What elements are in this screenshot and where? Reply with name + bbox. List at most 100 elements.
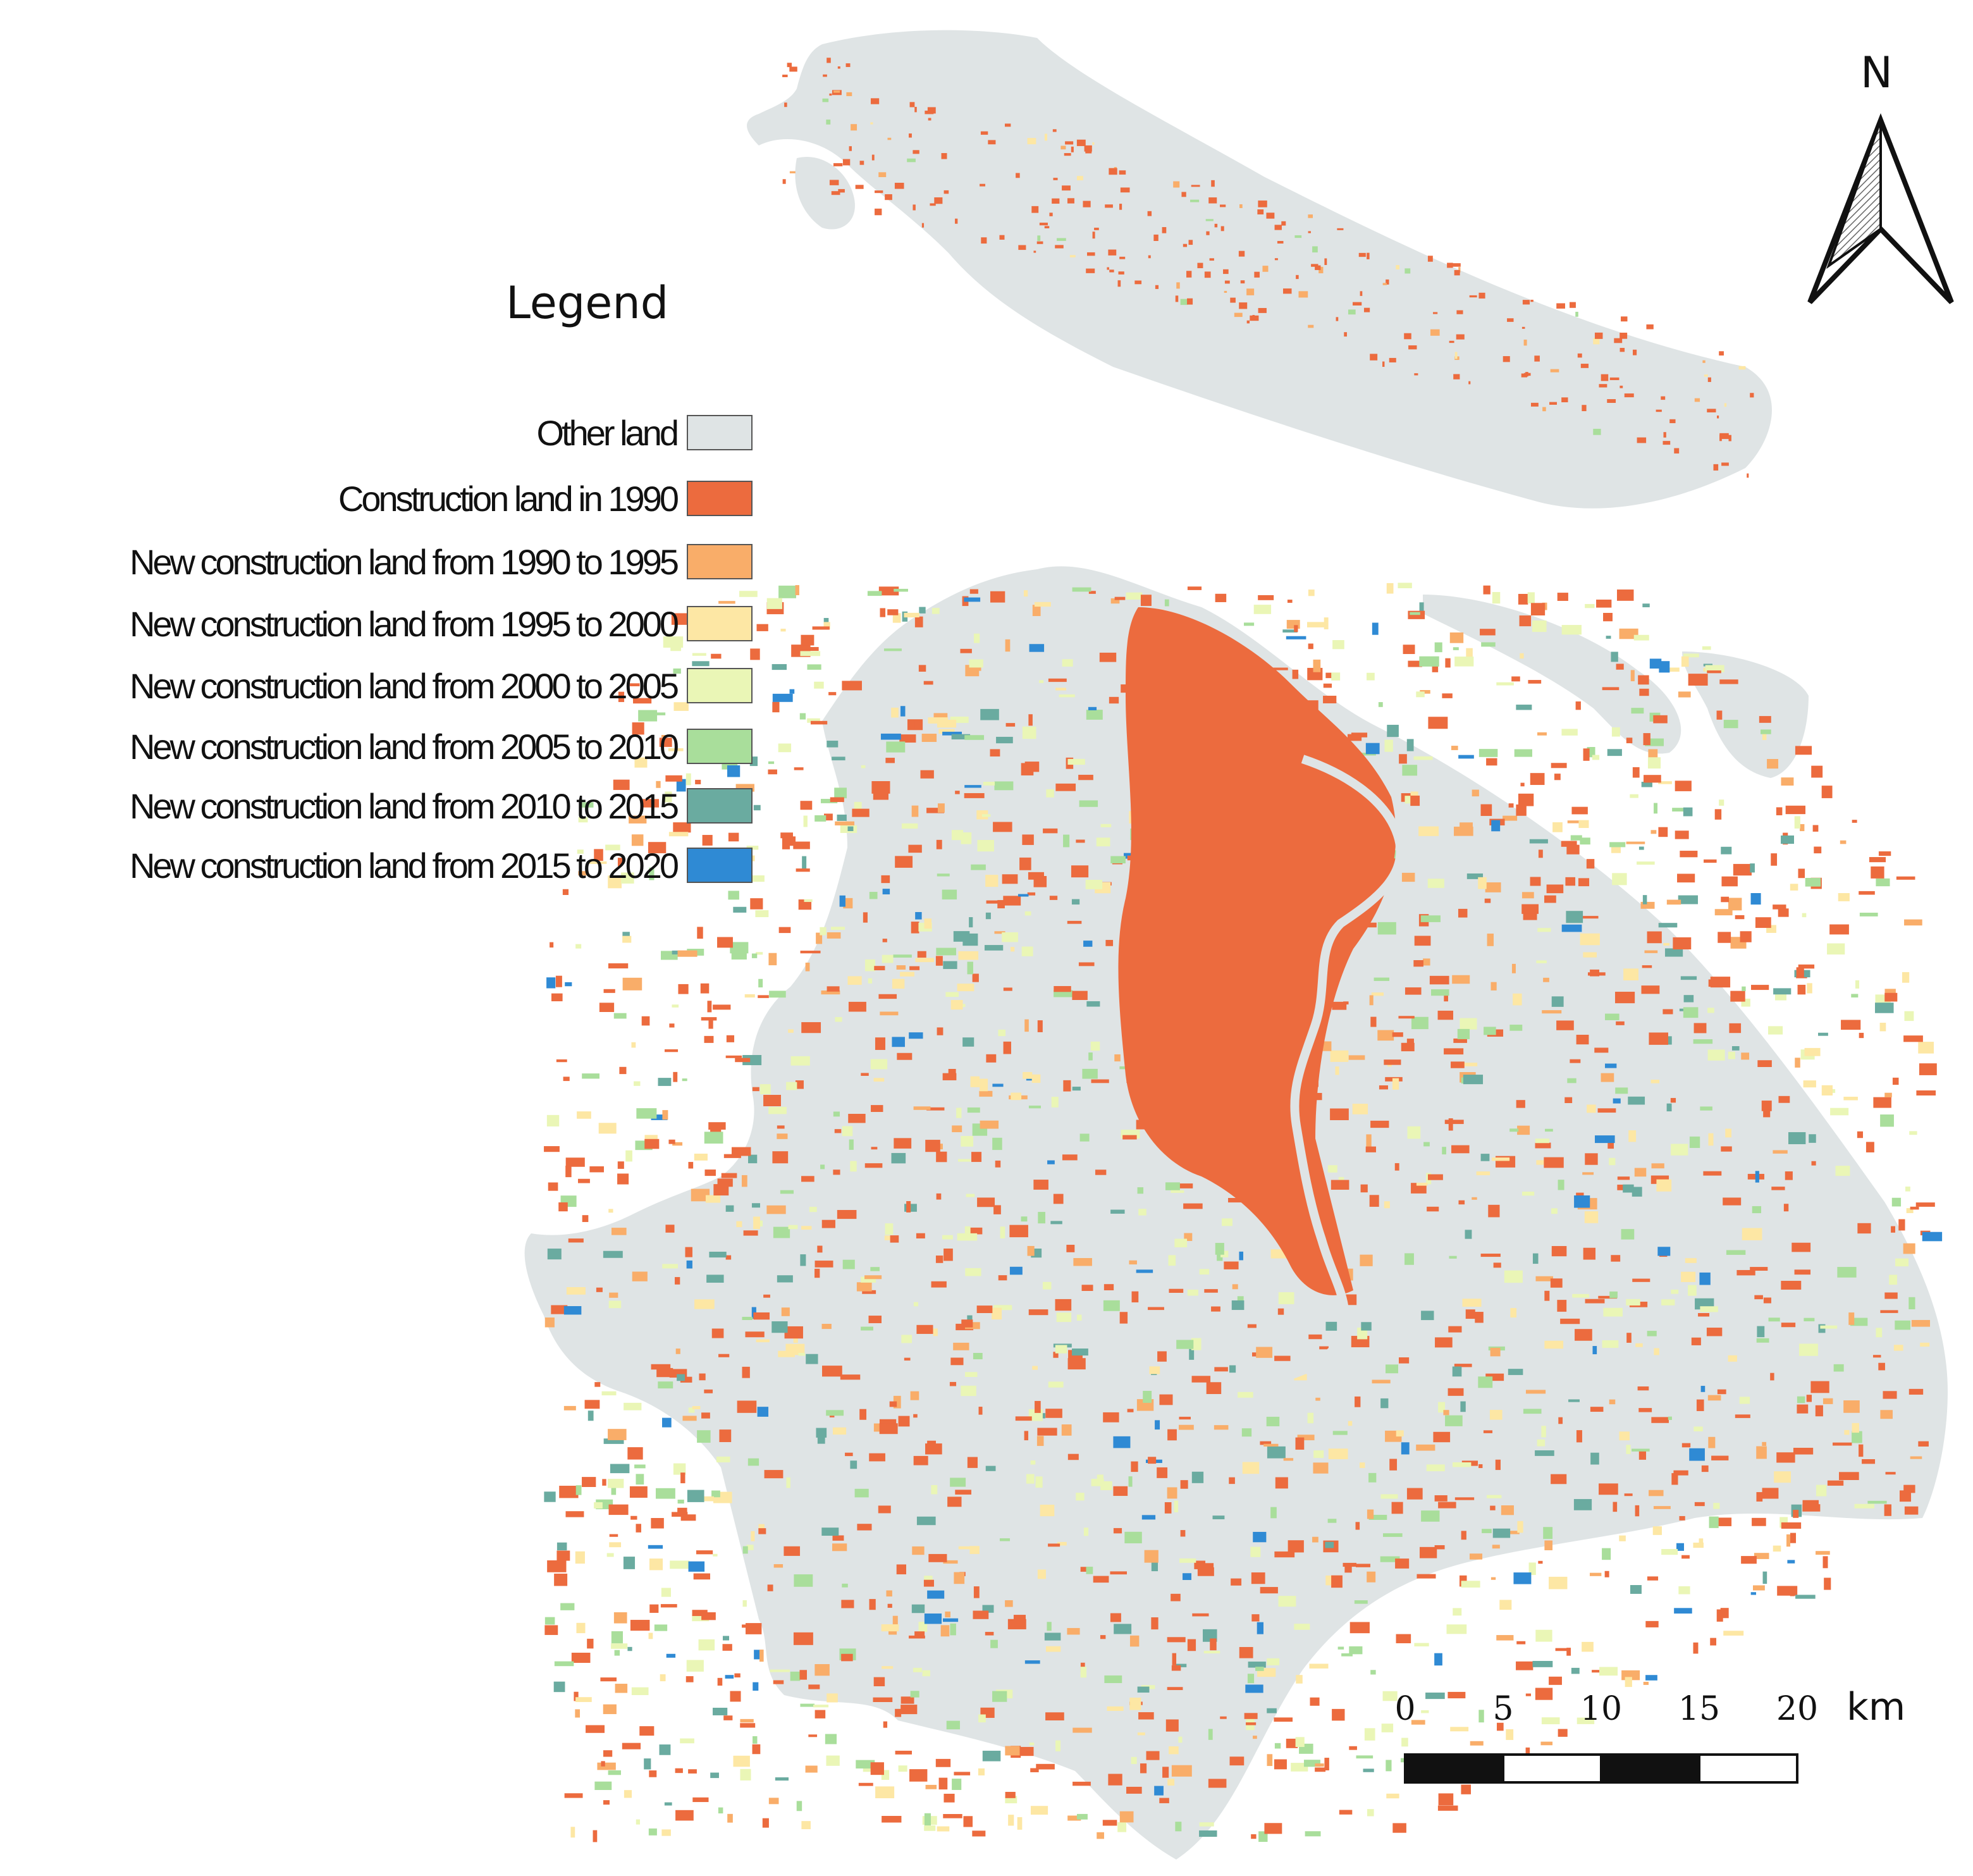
land-patch xyxy=(1118,271,1124,275)
land-patch xyxy=(871,781,890,794)
land-patch xyxy=(921,223,925,228)
land-patch xyxy=(1234,312,1243,318)
land-patch xyxy=(1797,1404,1809,1414)
land-patch xyxy=(634,757,648,768)
land-patch xyxy=(1157,1467,1168,1478)
land-patch xyxy=(1593,428,1601,435)
land-patch xyxy=(1601,1073,1614,1082)
land-patch xyxy=(1286,1738,1298,1748)
land-patch xyxy=(1246,320,1250,324)
land-patch xyxy=(873,1078,885,1082)
land-patch xyxy=(1180,299,1188,305)
land-patch xyxy=(950,1000,963,1010)
land-patch xyxy=(800,1254,806,1266)
land-patch xyxy=(1454,657,1474,667)
land-patch xyxy=(771,1321,788,1333)
land-patch xyxy=(1429,975,1449,985)
land-patch xyxy=(1719,351,1724,356)
land-patch xyxy=(851,124,857,131)
land-patch xyxy=(1560,1318,1580,1324)
land-patch xyxy=(1673,937,1692,950)
land-patch xyxy=(969,589,978,594)
land-patch xyxy=(1609,1157,1616,1166)
land-patch xyxy=(1705,665,1724,672)
land-patch xyxy=(1031,206,1039,213)
land-patch xyxy=(648,842,667,853)
land-patch xyxy=(1503,815,1518,821)
land-patch xyxy=(1899,1490,1912,1502)
land-patch xyxy=(823,622,830,629)
land-patch xyxy=(1021,946,1033,956)
land-patch xyxy=(1199,1822,1214,1827)
north-arrow-icon xyxy=(1807,113,1954,304)
land-patch xyxy=(713,1184,729,1196)
land-patch xyxy=(1700,1106,1712,1111)
land-patch xyxy=(1603,1307,1623,1317)
land-patch xyxy=(800,801,813,810)
land-patch xyxy=(799,1670,808,1680)
land-patch xyxy=(1162,1767,1169,1778)
land-patch xyxy=(1632,1278,1650,1282)
land-patch xyxy=(1532,1253,1539,1264)
land-patch xyxy=(1756,1446,1767,1459)
land-patch xyxy=(873,1697,893,1702)
land-patch xyxy=(633,698,652,704)
land-patch xyxy=(1137,1686,1150,1693)
land-patch xyxy=(1804,1047,1821,1056)
land-patch xyxy=(896,965,906,970)
land-patch xyxy=(924,1576,933,1582)
land-patch xyxy=(869,892,878,899)
legend-swatch xyxy=(687,544,753,579)
land-patch xyxy=(1550,1278,1563,1288)
legend-label: New construction land from 2000 to 2005 xyxy=(129,665,679,706)
land-patch xyxy=(1067,1453,1079,1460)
land-patch xyxy=(1004,123,1011,127)
land-patch xyxy=(1876,1328,1883,1338)
land-patch xyxy=(1537,732,1547,736)
land-patch xyxy=(1857,1131,1863,1139)
land-patch xyxy=(885,1223,894,1235)
land-patch xyxy=(758,1220,763,1227)
land-patch xyxy=(744,994,755,998)
land-patch xyxy=(685,1676,694,1682)
land-patch xyxy=(1602,1548,1611,1560)
land-patch xyxy=(614,1650,620,1656)
land-patch xyxy=(634,1464,646,1469)
land-patch xyxy=(804,899,813,903)
land-patch xyxy=(1425,1692,1445,1700)
land-patch xyxy=(727,1813,733,1823)
land-patch xyxy=(546,977,556,989)
land-patch xyxy=(1396,265,1400,269)
land-patch xyxy=(859,1409,867,1420)
land-patch xyxy=(743,1230,758,1236)
land-patch xyxy=(742,1366,750,1378)
land-patch xyxy=(1521,373,1527,378)
land-patch xyxy=(1194,1560,1206,1569)
land-patch xyxy=(702,835,713,846)
land-patch xyxy=(1865,1142,1874,1152)
land-patch xyxy=(700,983,710,994)
land-patch xyxy=(1511,676,1520,682)
land-patch xyxy=(547,1249,562,1260)
land-patch xyxy=(1485,1373,1504,1381)
land-patch xyxy=(1908,1297,1915,1310)
land-patch xyxy=(888,1629,897,1635)
land-patch xyxy=(1597,1108,1616,1113)
land-patch xyxy=(1319,1346,1329,1350)
land-patch xyxy=(617,1173,629,1185)
land-patch xyxy=(740,1719,754,1723)
land-patch xyxy=(563,1405,576,1410)
land-patch xyxy=(1191,1376,1211,1383)
land-patch xyxy=(778,585,796,598)
land-patch xyxy=(830,927,845,930)
land-patch xyxy=(1551,996,1564,1007)
land-patch xyxy=(1761,1101,1772,1111)
land-patch xyxy=(692,1610,708,1616)
land-patch xyxy=(1327,1519,1337,1523)
land-patch xyxy=(1916,1090,1936,1095)
land-patch xyxy=(753,1312,770,1320)
land-patch xyxy=(1067,1815,1081,1821)
land-patch xyxy=(1083,1527,1089,1536)
land-patch xyxy=(942,731,962,736)
